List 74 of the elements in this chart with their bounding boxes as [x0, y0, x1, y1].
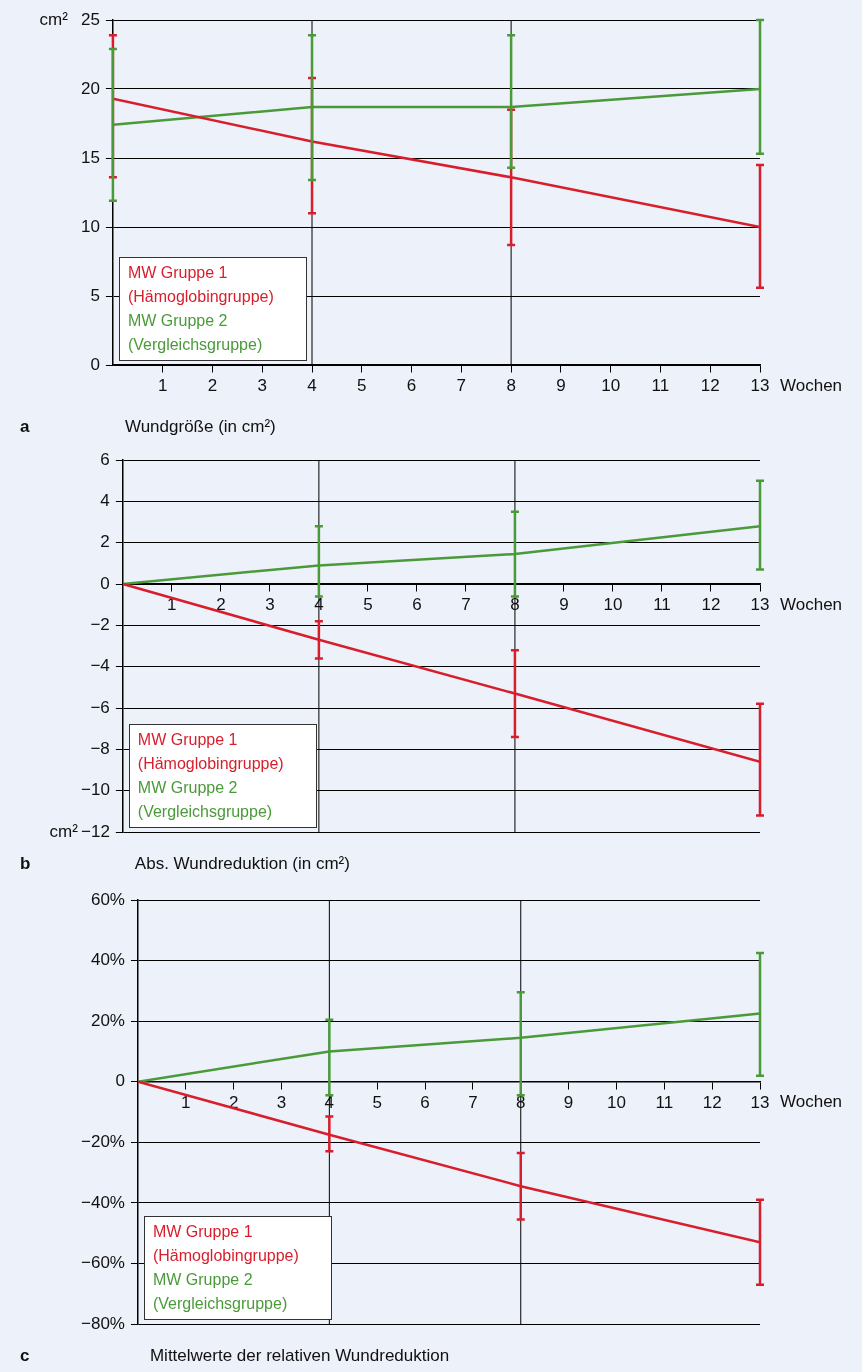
text: Mittelwerte der relativen Wundreduktion — [149, 1345, 450, 1365]
y-tick-label: 0 — [115, 1071, 125, 1091]
x-tick-label: 13 — [750, 375, 770, 395]
x-tick-label: 11 — [651, 375, 670, 395]
y-axis-title: cm² — [49, 821, 79, 841]
x-tick-label: 1 — [157, 375, 168, 395]
y-tick-label: −40% — [81, 1192, 125, 1212]
y-axis-title: cm² — [39, 9, 69, 29]
y-tick-label: 60% — [90, 889, 125, 909]
y-tick-label: −6 — [90, 697, 110, 717]
x-tick-label: 10 — [601, 375, 621, 395]
x-tick-label: 11 — [655, 1092, 674, 1112]
text: MW Gruppe 1 (Hämoglobingruppe) — [152, 1222, 300, 1266]
text: MW Gruppe 1 (Hämoglobingruppe) — [127, 263, 275, 307]
x-tick-label: 4 — [307, 375, 317, 395]
y-tick-label: 6 — [100, 449, 110, 469]
x-tick-label: 2 — [207, 375, 218, 395]
y-tick-label: 40% — [90, 950, 125, 970]
y-tick-label: 10 — [80, 216, 100, 236]
x-tick-label: 12 — [701, 594, 721, 614]
x-axis-title: Wochen — [780, 375, 843, 395]
x-tick-label: 12 — [700, 375, 720, 395]
text: Wundgröße (in cm²) — [124, 416, 276, 436]
x-tick-label: 11 — [653, 594, 671, 614]
x-tick-label: 6 — [420, 1092, 430, 1112]
x-tick-label: 12 — [702, 1092, 722, 1112]
x-tick-label: 9 — [559, 594, 569, 614]
y-tick-label: 0 — [100, 573, 110, 593]
x-tick-label: 5 — [357, 375, 367, 395]
x-tick-label: 9 — [563, 1092, 574, 1112]
x-tick-label: 3 — [257, 375, 267, 395]
text: MW Gruppe 2 (Vergleichsgruppe) — [152, 1270, 289, 1314]
x-tick-label: 3 — [265, 594, 275, 614]
y-tick-label: 0 — [90, 354, 100, 374]
x-tick-label: 9 — [556, 375, 566, 395]
y-tick-label: −2 — [90, 615, 110, 635]
y-tick-label: −20% — [81, 1131, 125, 1151]
x-tick-label: 5 — [363, 594, 373, 614]
x-tick-label: 8 — [506, 375, 516, 395]
y-tick-label: 4 — [100, 491, 110, 511]
y-tick-label: −60% — [81, 1253, 125, 1273]
y-tick-label: 20% — [90, 1010, 125, 1030]
x-tick-label: 6 — [412, 594, 422, 614]
x-tick-label: 7 — [461, 594, 471, 614]
text: MW Gruppe 2 (Vergleichsgruppe) — [137, 778, 274, 822]
text: b — [20, 853, 31, 873]
x-tick-label: 3 — [276, 1092, 287, 1112]
x-tick-label: 1 — [181, 1092, 191, 1112]
x-tick-label: 5 — [372, 1092, 382, 1112]
text: MW Gruppe 2 (Vergleichsgruppe) — [127, 311, 264, 355]
x-tick-label: 13 — [750, 594, 770, 614]
y-tick-label: 2 — [100, 532, 110, 552]
y-tick-label: −12 — [80, 821, 110, 841]
x-tick-label: 10 — [603, 594, 623, 614]
x-axis-title: Wochen — [780, 594, 843, 614]
y-tick-label: −4 — [90, 656, 110, 676]
y-tick-label: −10 — [80, 780, 110, 800]
y-tick-label: 5 — [90, 285, 100, 305]
y-tick-label: 20 — [80, 78, 100, 98]
x-tick-label: 10 — [606, 1092, 626, 1112]
y-tick-label: 15 — [80, 147, 100, 167]
y-tick-label: 25 — [80, 9, 100, 29]
text: Abs. Wundreduktion (in cm²) — [134, 853, 350, 873]
x-tick-label: 13 — [750, 1092, 770, 1112]
y-tick-label: −80% — [81, 1313, 125, 1333]
x-tick-label: 6 — [406, 375, 417, 395]
x-tick-label: 7 — [468, 1092, 478, 1112]
x-tick-label: 2 — [216, 594, 226, 614]
text: a — [20, 416, 30, 436]
text: MW Gruppe 1 (Hämoglobingruppe) — [137, 730, 285, 774]
text: c — [20, 1345, 30, 1365]
y-tick-label: −8 — [90, 739, 110, 759]
x-tick-label: 7 — [456, 375, 467, 395]
x-axis-title: Wochen — [780, 1092, 843, 1112]
